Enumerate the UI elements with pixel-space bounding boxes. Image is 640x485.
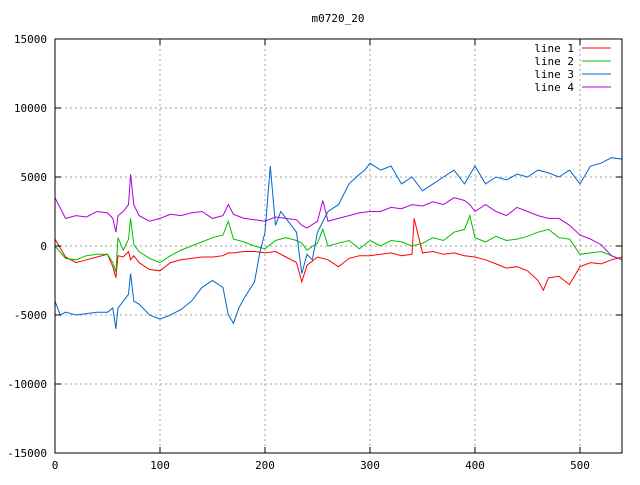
chart-title: m0720_20 <box>312 12 365 25</box>
series-line-1 <box>54 218 623 292</box>
axis-ticks: 0 100 200 300 400 500 15000 10000 5000 0 -5000 -100… <box>7 33 622 472</box>
legend-label: line 4 <box>534 81 574 94</box>
series-lines <box>54 157 623 329</box>
x-tick-label: 100 <box>150 459 170 472</box>
y-tick-label: 10000 <box>14 102 47 115</box>
y-tick-label: 5000 <box>21 171 48 184</box>
legend-label: line 2 <box>534 55 574 68</box>
grid-lines <box>55 39 622 453</box>
x-tick-label: 300 <box>360 459 380 472</box>
series-line-2 <box>54 213 623 273</box>
legend-label: line 1 <box>534 42 574 55</box>
y-tick-label: 0 <box>40 240 47 253</box>
x-tick-label: 400 <box>465 459 485 472</box>
y-tick-label: -10000 <box>7 378 47 391</box>
x-tick-label: 500 <box>570 459 590 472</box>
series-line-3 <box>54 157 623 329</box>
x-tick-label: 200 <box>255 459 275 472</box>
y-tick-label: -5000 <box>14 309 47 322</box>
y-tick-label: 15000 <box>14 33 47 46</box>
y-tick-label: -15000 <box>7 447 47 460</box>
legend-label: line 3 <box>534 68 574 81</box>
x-tick-label: 0 <box>52 459 59 472</box>
series-line-4 <box>54 174 623 261</box>
